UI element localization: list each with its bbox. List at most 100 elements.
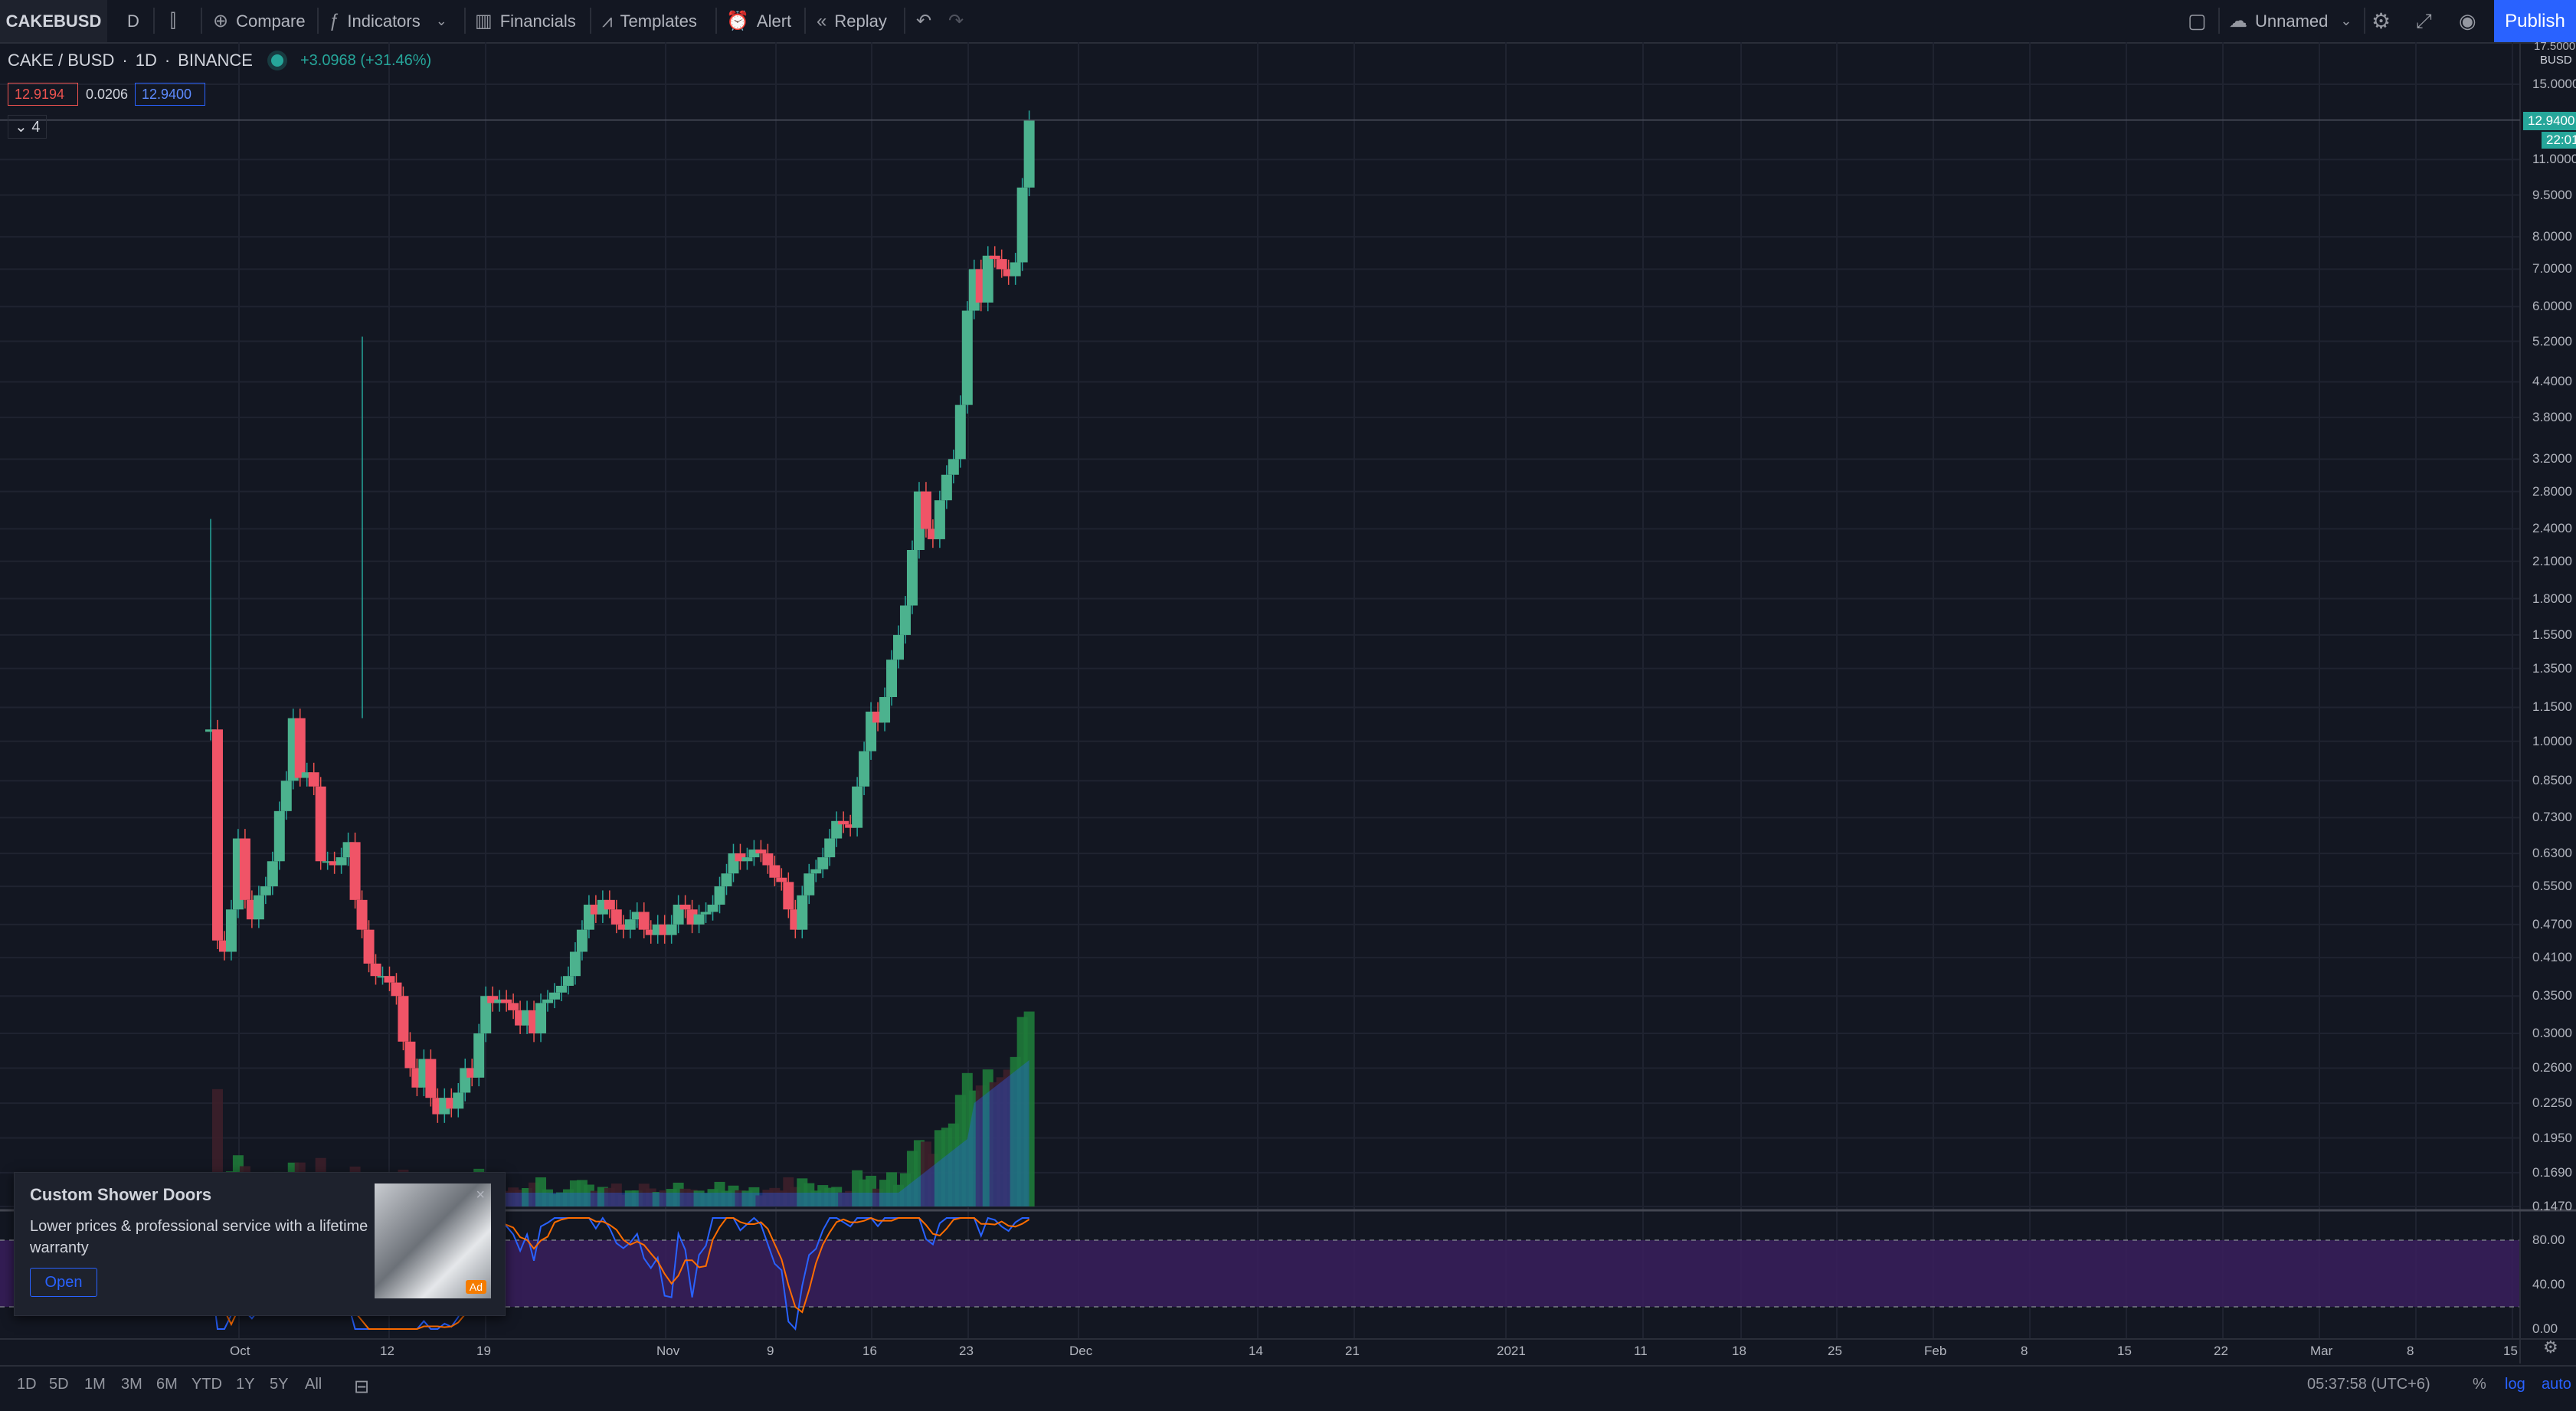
- candle-body: [205, 729, 216, 732]
- candles-icon: ⫿: [170, 10, 176, 31]
- templates-button[interactable]: ⩘ Templates: [602, 0, 697, 42]
- range-button-5d[interactable]: 5D: [49, 1376, 69, 1393]
- buy-price-button[interactable]: 12.9400: [135, 83, 205, 106]
- candle-body: [804, 873, 815, 895]
- candle-body: [817, 857, 829, 869]
- range-button-1m[interactable]: 1M: [84, 1376, 106, 1393]
- time-tick: 18: [1732, 1344, 1746, 1358]
- price-tick: 0.3500: [2532, 988, 2572, 1003]
- symbol-legend[interactable]: CAKE / BUSD · 1D · BINANCE +3.0968 (+31.…: [8, 51, 431, 70]
- compare-button[interactable]: ⊕ Compare: [213, 0, 306, 42]
- time-tick: Mar: [2310, 1344, 2333, 1358]
- ad-popup[interactable]: Custom Shower Doors Lower prices & profe…: [14, 1172, 506, 1316]
- symbol-label: CAKEBUSD: [5, 11, 102, 31]
- candle-body: [377, 976, 388, 978]
- ad-description: Lower prices & professional service with…: [30, 1218, 368, 1256]
- financials-button[interactable]: ▥ Financials: [475, 0, 576, 42]
- fullscreen-icon: ⤢: [2416, 8, 2432, 32]
- candle-body: [679, 904, 691, 910]
- time-tick: 12: [380, 1344, 394, 1358]
- candle-body: [783, 882, 794, 910]
- candle-body: [480, 996, 492, 1034]
- candle-body: [721, 873, 732, 887]
- candle-body: [535, 1003, 547, 1034]
- candle-body: [370, 963, 381, 977]
- auto-scale-button[interactable]: auto: [2542, 1376, 2571, 1393]
- chevron-down-icon: ⌄: [2340, 13, 2352, 28]
- toolbar-divider: [590, 8, 591, 34]
- candle-body: [508, 1003, 519, 1010]
- candle-body: [934, 500, 945, 539]
- select-layout-button[interactable]: ▢: [2188, 0, 2214, 42]
- range-button-5y[interactable]: 5Y: [270, 1376, 289, 1393]
- financials-label: Financials: [499, 11, 576, 31]
- sell-price-button[interactable]: 12.9194: [8, 83, 78, 106]
- candle-body: [673, 904, 684, 925]
- price-tick: 6.0000: [2532, 299, 2572, 314]
- candle-body: [845, 824, 856, 828]
- percent-scale-button[interactable]: %: [2473, 1376, 2486, 1393]
- time-tick: Dec: [1069, 1344, 1093, 1358]
- range-button-all[interactable]: All: [305, 1376, 322, 1393]
- settings-button[interactable]: ⚙: [2371, 0, 2398, 42]
- redo-button[interactable]: ↷: [948, 0, 971, 42]
- undo-button[interactable]: ↶: [916, 0, 939, 42]
- legend-separator: ·: [164, 51, 171, 70]
- time-tick: 14: [1249, 1344, 1263, 1358]
- range-button-6m[interactable]: 6M: [156, 1376, 178, 1393]
- replay-button[interactable]: « Replay: [817, 0, 887, 42]
- chart-type-button[interactable]: ⫿: [170, 0, 184, 42]
- price-chart[interactable]: [0, 42, 2576, 1364]
- candle-body: [989, 255, 1000, 260]
- layout-name-button[interactable]: ☁ Unnamed ⌄: [2229, 0, 2359, 42]
- snapshot-button[interactable]: ◉: [2459, 0, 2484, 42]
- indicators-button[interactable]: ƒ Indicators ⌄: [329, 0, 455, 42]
- legend-separator: ·: [122, 51, 128, 70]
- interval-label: D: [127, 11, 139, 31]
- price-tick: 0.1470: [2532, 1199, 2572, 1213]
- candle-body: [336, 857, 347, 866]
- candle-body: [748, 850, 760, 858]
- candle-body: [899, 605, 911, 635]
- candle-body: [308, 772, 319, 787]
- studies-toggle[interactable]: ⌄ 4: [8, 115, 47, 139]
- price-tick: 2.4000: [2532, 521, 2572, 536]
- time-tick: 16: [862, 1344, 877, 1358]
- goto-date-icon[interactable]: ⊟: [354, 1377, 370, 1397]
- price-tick: 0.2600: [2532, 1060, 2572, 1075]
- bid-price: 12.9194: [15, 86, 65, 102]
- price-tick: 1.1500: [2532, 699, 2572, 715]
- range-button-1d[interactable]: 1D: [17, 1376, 37, 1393]
- legend-change: +3.0968 (+31.46%): [299, 51, 432, 69]
- candle-body: [776, 877, 787, 882]
- range-button-1y[interactable]: 1Y: [236, 1376, 255, 1393]
- range-button-ytd[interactable]: YTD: [191, 1376, 222, 1393]
- fullscreen-button[interactable]: ⤢: [2416, 0, 2440, 42]
- chart-grid: [0, 42, 2520, 1339]
- publish-button[interactable]: Publish: [2494, 0, 2576, 42]
- time-tick: 23: [959, 1344, 974, 1358]
- candle-body: [714, 886, 725, 905]
- alert-button[interactable]: ⏰ Alert: [726, 0, 791, 42]
- price-tick: 1.8000: [2532, 591, 2572, 606]
- symbol-search-button[interactable]: CAKEBUSD: [0, 0, 107, 42]
- candle-body: [631, 912, 643, 920]
- ad-image[interactable]: × Ad: [375, 1183, 491, 1298]
- time-tick: 8: [2407, 1344, 2414, 1358]
- price-tick: 0.5500: [2532, 879, 2572, 894]
- close-icon[interactable]: ×: [476, 1187, 485, 1203]
- candle-body: [831, 820, 843, 839]
- candle-body: [391, 982, 402, 997]
- candle-body: [707, 904, 718, 912]
- candle-body: [253, 895, 264, 920]
- candle-body: [735, 853, 746, 862]
- axis-settings-icon[interactable]: ⚙: [2543, 1337, 2558, 1357]
- range-button-3m[interactable]: 3M: [121, 1376, 142, 1393]
- interval-button[interactable]: D: [127, 0, 139, 42]
- legend-interval: 1D: [135, 51, 157, 70]
- ad-open-button[interactable]: Open: [30, 1268, 97, 1297]
- clock-label[interactable]: 05:37:58 (UTC+6): [2307, 1376, 2430, 1393]
- log-scale-button[interactable]: log: [2505, 1376, 2525, 1393]
- candle-body: [329, 861, 340, 866]
- time-tick: 15: [2117, 1344, 2132, 1358]
